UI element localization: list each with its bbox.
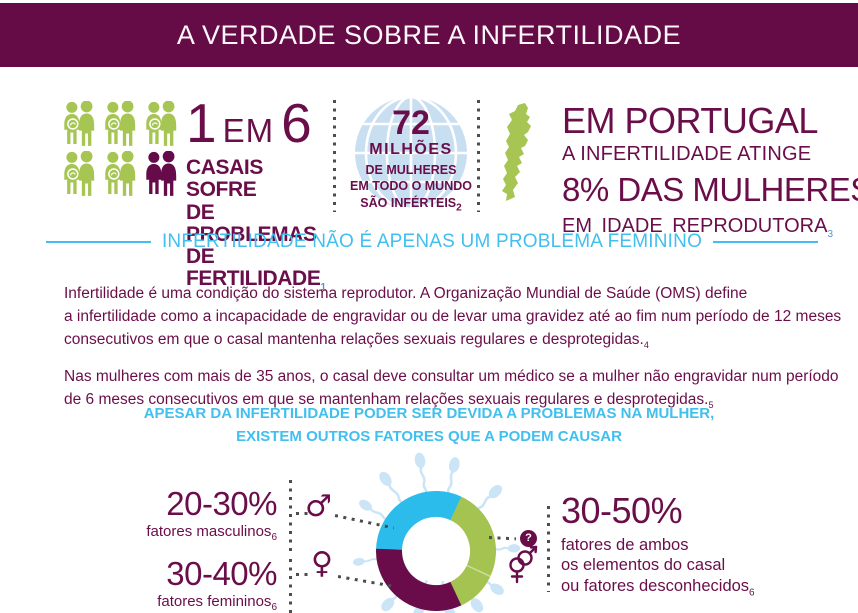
divider-line: [713, 241, 819, 243]
portugal-map-icon: [502, 103, 531, 201]
question-glyph: ?: [525, 532, 532, 544]
world-caption: DE MULHERES EM TODO O MUNDO SÃO INFÉRTEI…: [347, 162, 475, 213]
em-word: EM: [222, 112, 275, 149]
caption-line: DE FERTILIDADE: [186, 245, 321, 291]
caption-line: EM IDADE REPRODUTORA: [562, 215, 828, 237]
causes-heading-line: APESAR DA INFERTILIDADE PODER SER DEVIDA…: [143, 405, 715, 422]
paragraph-2: Nas mulheres com mais de 35 anos, o casa…: [64, 366, 858, 412]
caption-line: fatores masculinos: [146, 523, 272, 540]
world-number: 72: [392, 104, 430, 142]
both-genders-icon: [509, 545, 538, 584]
donut-chart: [376, 491, 496, 611]
male-symbol-icon: ♂: [305, 489, 332, 524]
body-text: Infertilidade é uma condição do sistema …: [64, 283, 858, 427]
dotted-divider: [333, 100, 336, 212]
stat-female-factors: 30-40% fatores femininos6: [115, 555, 277, 613]
couple-icon: [146, 101, 177, 146]
number-one: 1: [186, 92, 217, 154]
caption-line: EM TODO O MUNDO: [350, 179, 472, 194]
footnote-mark: 6: [749, 587, 755, 599]
female-label: fatores femininos6: [115, 593, 277, 613]
dotted-divider: [477, 100, 480, 212]
stat-male-factors: 20-30% fatores masculinos6: [115, 485, 277, 543]
both-label: fatores de ambos os elementos do casal o…: [561, 535, 755, 599]
one-in-six-figure: 1 EM 6: [186, 96, 336, 151]
page-title: A VERDADE SOBRE A INFERTILIDADE: [176, 20, 682, 50]
stat-both-factors: 30-50% fatores de ambos os elementos do …: [561, 490, 755, 599]
couple-icon: [64, 151, 95, 196]
couple-icon: [105, 101, 136, 146]
couple-icon-affected: [146, 151, 177, 196]
caption-line: fatores femininos: [157, 593, 272, 610]
number-six: 6: [281, 92, 312, 154]
footnote-mark: 1: [320, 282, 326, 294]
footnote-mark: 6: [271, 532, 277, 543]
world-unit: MILHÕES: [369, 141, 453, 158]
female-percentage: 30-40%: [166, 555, 277, 592]
portugal-line: EM PORTUGAL: [562, 100, 818, 141]
section-divider: INFERTILIDADE NÃO É APENAS UM PROBLEMA F…: [46, 231, 819, 253]
male-label: fatores masculinos6: [115, 523, 277, 543]
divider-line: [46, 241, 151, 243]
portugal-stat: EM PORTUGAL A INFERTILIDADE ATINGE 8% DA…: [562, 100, 858, 240]
portugal-line: A INFERTILIDADE ATINGE: [562, 143, 812, 165]
world-stat-text: 72 MILHÕES DE MULHERES EM TODO O MUNDO S…: [347, 93, 475, 217]
footnote-mark: 2: [456, 202, 462, 213]
male-percentage: 20-30%: [166, 485, 277, 522]
causes-heading-line: EXISTEM OUTROS FATORES QUE A PODEM CAUSA…: [236, 427, 622, 445]
portugal-line: EM IDADE REPRODUTORA3: [562, 215, 858, 240]
paragraph-text: Infertilidade é uma condição do sistema …: [64, 285, 842, 348]
footnote-mark: 4: [643, 339, 649, 350]
footnote-mark: 5: [708, 400, 714, 411]
caption-line: DE MULHERES: [365, 163, 457, 177]
causes-heading: APESAR DA INFERTILIDADE PODER SER DEVIDA…: [0, 403, 858, 448]
caption-line: fatores de ambos: [561, 536, 689, 554]
dotted-leader: [296, 512, 309, 515]
dotted-divider: [547, 506, 550, 592]
caption-line: CASAIS SOFRE: [186, 156, 263, 202]
globe-icon: [355, 95, 467, 211]
dotted-divider: [289, 480, 292, 555]
caption-line: ou fatores desconhecidos: [561, 576, 750, 595]
couple-icon: [105, 151, 136, 196]
header-bar: A VERDADE SOBRE A INFERTILIDADE: [0, 3, 858, 67]
footnote-mark: 6: [271, 602, 277, 613]
world-stat: 72 MILHÕES DE MULHERES EM TODO O MUNDO S…: [347, 93, 475, 217]
caption-line: SÃO INFÉRTEIS: [360, 195, 457, 210]
caption-line: DE PROBLEMAS: [186, 200, 317, 246]
dotted-leader: [296, 573, 309, 576]
footnote-mark: 3: [827, 229, 834, 240]
section-divider-title: INFERTILIDADE NÃO É APENAS UM PROBLEMA F…: [161, 231, 703, 252]
question-icon: ?: [520, 530, 537, 547]
caption-line: os elementos do casal: [561, 556, 726, 575]
one-in-six-caption: CASAIS SOFRE DE PROBLEMAS DE FERTILIDADE…: [186, 156, 336, 294]
couple-icon: [64, 101, 95, 146]
dotted-divider: [289, 559, 292, 613]
couples-grid-icon: [60, 101, 180, 197]
paragraph-text: Nas mulheres com mais de 35 anos, o casa…: [64, 368, 839, 409]
stat-one-in-six: 1 EM 6 CASAIS SOFRE DE PROBLEMAS DE FERT…: [186, 96, 336, 294]
both-percentage: 30-50%: [561, 490, 683, 531]
female-symbol-icon: ♀: [311, 546, 333, 581]
paragraph-1: Infertilidade é uma condição do sistema …: [64, 283, 858, 351]
portugal-line: 8% DAS MULHERES: [562, 171, 858, 208]
